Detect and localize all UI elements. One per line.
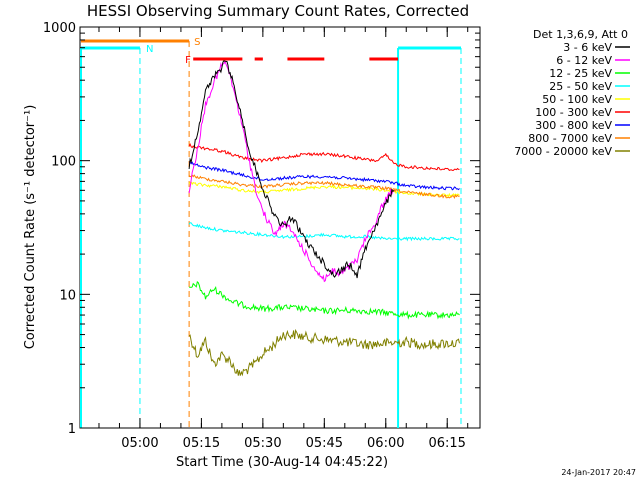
legend-label: 25 - 50 keV [549, 80, 612, 93]
x-tick-label: 05:00 [121, 436, 158, 451]
y-tick-label: 1000 [43, 21, 76, 36]
chart-title: HESSI Observing Summary Count Rates, Cor… [87, 2, 469, 20]
legend-label: 50 - 100 keV [542, 93, 612, 106]
y-tick-label: 10 [59, 288, 76, 303]
legend-label: 100 - 300 keV [535, 106, 612, 119]
series-line [188, 60, 395, 279]
legend-label: 7000 - 20000 keV [514, 145, 612, 158]
legend-label: 12 - 25 keV [549, 67, 612, 80]
x-axis-label: Start Time (30-Aug-14 04:45:22) [176, 455, 388, 470]
series-line [188, 60, 395, 283]
legend-label: 6 - 12 keV [556, 54, 612, 67]
x-axis: 05:00 05:15 05:30 05:45 06:00 06:15 [98, 27, 469, 451]
n-label: N [146, 44, 153, 55]
series-layer [188, 60, 460, 377]
series-line [188, 328, 460, 377]
observing-markers: S N F [80, 37, 462, 428]
legend-header: Det 1,3,6,9, Att 0 [533, 28, 628, 41]
x-tick-label: 06:15 [428, 436, 465, 451]
y-tick-label: 1 [68, 422, 76, 437]
series-line [189, 161, 460, 191]
series-line [188, 222, 460, 242]
y-axis-label: Corrected Count Rate (s⁻¹ detector⁻¹) [23, 105, 38, 350]
y-axis: 1 10 100 1000 [43, 21, 480, 437]
series-line [188, 143, 460, 172]
footer-date: 24-Jan-2017 20:47 [561, 468, 636, 477]
y-tick-label: 100 [51, 155, 76, 170]
legend-label: 800 - 7000 keV [528, 132, 612, 145]
x-tick-label: 05:30 [244, 436, 281, 451]
plot-frame [79, 26, 481, 429]
f-label: F [185, 55, 191, 66]
s-label: S [194, 37, 200, 48]
legend-label: 3 - 6 keV [563, 41, 612, 54]
x-tick-label: 05:15 [183, 436, 220, 451]
legend-label: 300 - 800 keV [535, 119, 612, 132]
x-tick-label: 06:00 [367, 436, 404, 451]
series-line [188, 174, 460, 199]
series-line [189, 280, 460, 320]
x-tick-label: 05:45 [306, 436, 343, 451]
